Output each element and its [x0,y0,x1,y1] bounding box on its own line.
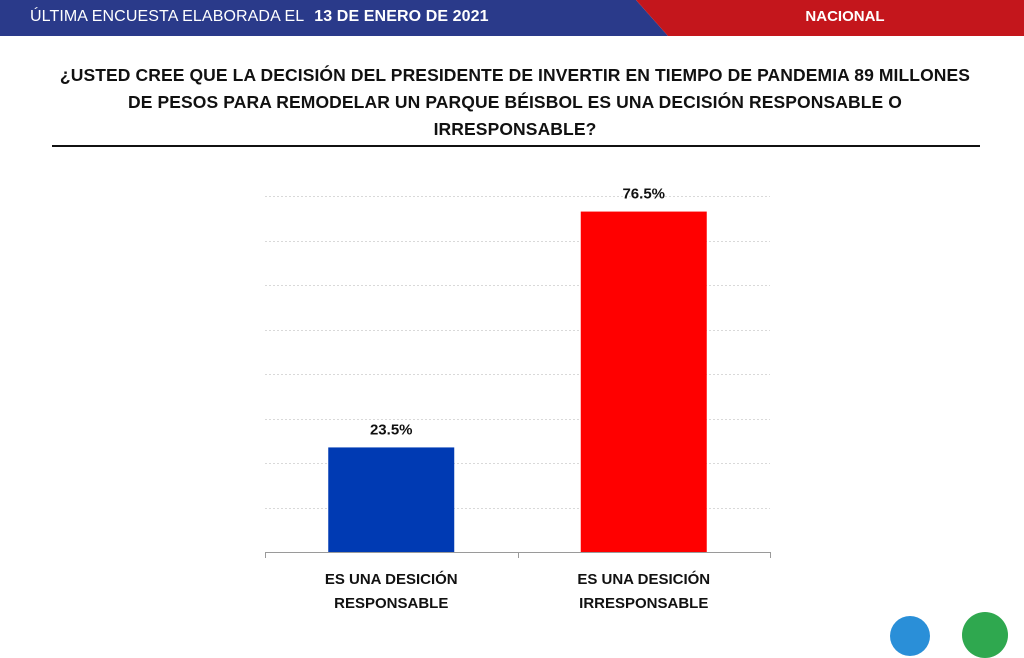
header-bar: ÚLTIMA ENCUESTA ELABORADA EL 13 DE ENERO… [0,0,1024,36]
header-right-band [636,0,1024,36]
data-label: 23.5% [370,421,413,438]
corner-logo-blue [890,616,930,656]
region-label: NACIONAL [805,8,885,25]
corner-logo-green [962,612,1008,658]
survey-date-label: ÚLTIMA ENCUESTA ELABORADA EL 13 DE ENERO… [30,0,489,34]
category-label: ES UNA DESICIÓN [325,570,458,588]
survey-date: 13 DE ENERO DE 2021 [314,8,489,25]
category-label: RESPONSABLE [334,595,448,612]
header-left-band [0,0,668,36]
bar-chart: 23.5% ES UNA DESICIÓN RESPONSABLE 76.5% ES U… [265,186,771,612]
survey-prefix: ÚLTIMA ENCUESTA ELABORADA EL [30,8,304,25]
survey-question: ¿USTED CREE QUE LA DECISIÓN DEL PRESIDEN… [59,65,971,139]
title-divider [52,145,980,147]
data-label: 76.5% [622,186,665,203]
category-label: ES UNA DESICIÓN [577,570,710,588]
category-label: IRRESPONSABLE [579,595,708,612]
bar [580,211,707,552]
bar [328,447,455,552]
